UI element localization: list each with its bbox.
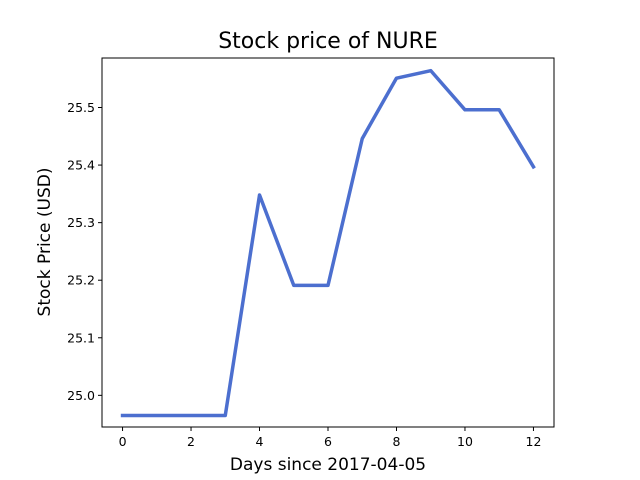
plot-area: 0 2 4 6 8 10 12 25.0 25.1 25.2 25.3 25.4 25.5 [67,57,555,449]
y-tick-label: 25.2 [67,273,95,288]
x-axis-label: Days since 2017-04-05 [230,455,426,475]
plot-frame [101,57,555,428]
x-tick-label: 0 [119,434,127,449]
x-tick-label: 10 [457,434,473,449]
chart-title: Stock price of NURE [218,29,438,54]
y-tick-label: 25.5 [67,100,95,115]
y-tick-label: 25.3 [67,215,95,230]
x-tick-label: 2 [187,434,195,449]
x-tick-label: 4 [256,434,264,449]
x-tick-label: 6 [324,434,332,449]
x-tick-label: 12 [526,434,542,449]
y-tick-label: 25.1 [67,330,95,345]
series-line-0 [120,68,536,418]
y-tick-label: 25.4 [67,158,95,173]
y-tick-label: 25.0 [67,388,95,403]
x-tick-label: 8 [393,434,401,449]
y-axis-label: Stock Price (USD) [35,168,55,317]
